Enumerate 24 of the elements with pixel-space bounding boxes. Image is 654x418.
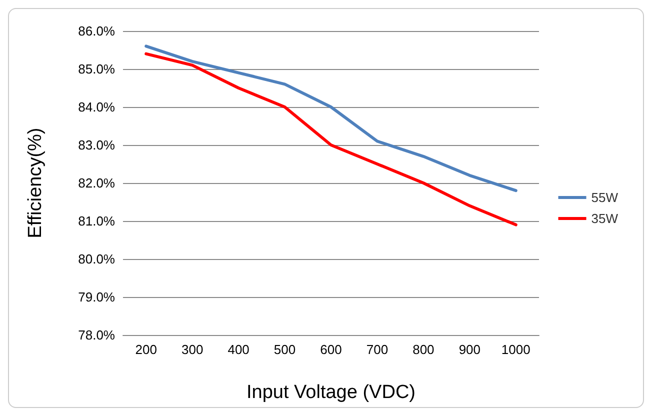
- legend-label: 55W: [591, 190, 619, 205]
- line-series: [144, 44, 518, 192]
- x-tick-label: 200: [135, 342, 157, 357]
- y-tick-label: 86.0%: [78, 24, 116, 38]
- line-series: [144, 52, 518, 226]
- y-tick-label: 83.0%: [78, 138, 116, 152]
- y-tick-label: 84.0%: [78, 100, 116, 114]
- x-tick-label: 300: [181, 342, 204, 357]
- x-tick-label: 600: [320, 342, 342, 357]
- legend-label: 35W: [591, 211, 619, 226]
- x-tick-label: 900: [458, 342, 481, 357]
- x-tick-label: 800: [412, 342, 434, 357]
- y-tick-label: 82.0%: [78, 176, 116, 190]
- y-tick-label: 79.0%: [78, 290, 116, 304]
- y-tick-label: 80.0%: [78, 252, 116, 266]
- x-tick-label: 1000: [501, 342, 530, 357]
- y-tick-label: 81.0%: [78, 214, 116, 228]
- y-tick-label: 78.0%: [78, 328, 116, 342]
- x-axis-title: Input Voltage (VDC): [246, 382, 416, 403]
- x-tick-label: 400: [228, 342, 250, 357]
- y-tick-label: 85.0%: [78, 62, 116, 76]
- y-axis-title: Efficiency(%): [25, 128, 46, 238]
- x-tick-label: 500: [274, 342, 296, 357]
- x-tick-label: 700: [366, 342, 388, 357]
